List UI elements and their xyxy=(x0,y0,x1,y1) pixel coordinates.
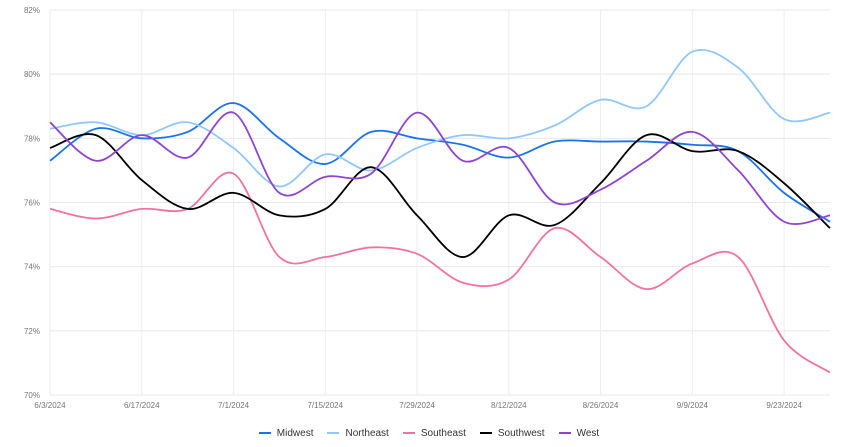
line-chart: 70% 72% 74% 76% 78% 80% 82% 6/3/2024 6/17/2024 7… xyxy=(24,6,831,410)
chart-legend: Midwest Northeast Southeast Southwest West xyxy=(0,424,858,442)
series-line-northeast xyxy=(49,49,831,188)
legend-label: Southwest xyxy=(497,427,545,439)
series-line-southwest xyxy=(49,133,831,258)
x-tick-label: 7/15/2024 xyxy=(307,401,343,410)
legend-item-southeast[interactable]: Southeast xyxy=(402,427,466,439)
x-tick-label: 6/17/2024 xyxy=(124,401,160,410)
y-tick-label: 78% xyxy=(24,134,40,143)
series-line-midwest xyxy=(49,102,831,223)
y-tick-label: 80% xyxy=(24,70,40,79)
legend-swatch xyxy=(258,432,271,434)
x-tick-label: 8/26/2024 xyxy=(583,401,619,410)
legend-label: Northeast xyxy=(345,427,389,439)
legend-swatch xyxy=(558,432,571,434)
legend-item-northeast[interactable]: Northeast xyxy=(327,427,389,439)
x-axis: 6/3/2024 6/17/2024 7/1/2024 7/15/2024 7/29/2… xyxy=(34,401,802,410)
legend-label: Midwest xyxy=(276,427,314,439)
y-axis: 70% 72% 74% 76% 78% 80% 82% xyxy=(24,6,40,400)
x-tick-label: 7/1/2024 xyxy=(218,401,250,410)
legend-label: West xyxy=(576,427,600,439)
y-tick-label: 72% xyxy=(24,327,40,336)
grid-lines xyxy=(49,9,830,396)
y-tick-label: 76% xyxy=(24,199,40,208)
x-tick-label: 9/9/2024 xyxy=(677,401,709,410)
legend-swatch xyxy=(402,432,415,434)
legend-label: Southeast xyxy=(420,427,466,439)
y-tick-label: 74% xyxy=(24,263,40,272)
x-tick-label: 6/3/2024 xyxy=(34,401,66,410)
y-tick-label: 82% xyxy=(24,6,40,15)
series-lines xyxy=(49,49,831,374)
x-tick-label: 7/29/2024 xyxy=(399,401,435,410)
legend-swatch xyxy=(479,432,492,434)
y-tick-label: 70% xyxy=(24,391,40,400)
series-line-west xyxy=(49,111,831,225)
legend-item-southwest[interactable]: Southwest xyxy=(479,427,545,439)
legend-item-west[interactable]: West xyxy=(558,427,600,439)
x-tick-label: 8/12/2024 xyxy=(491,401,527,410)
legend-item-midwest[interactable]: Midwest xyxy=(258,427,314,439)
legend-swatch xyxy=(327,432,340,434)
x-tick-label: 9/23/2024 xyxy=(766,401,802,410)
